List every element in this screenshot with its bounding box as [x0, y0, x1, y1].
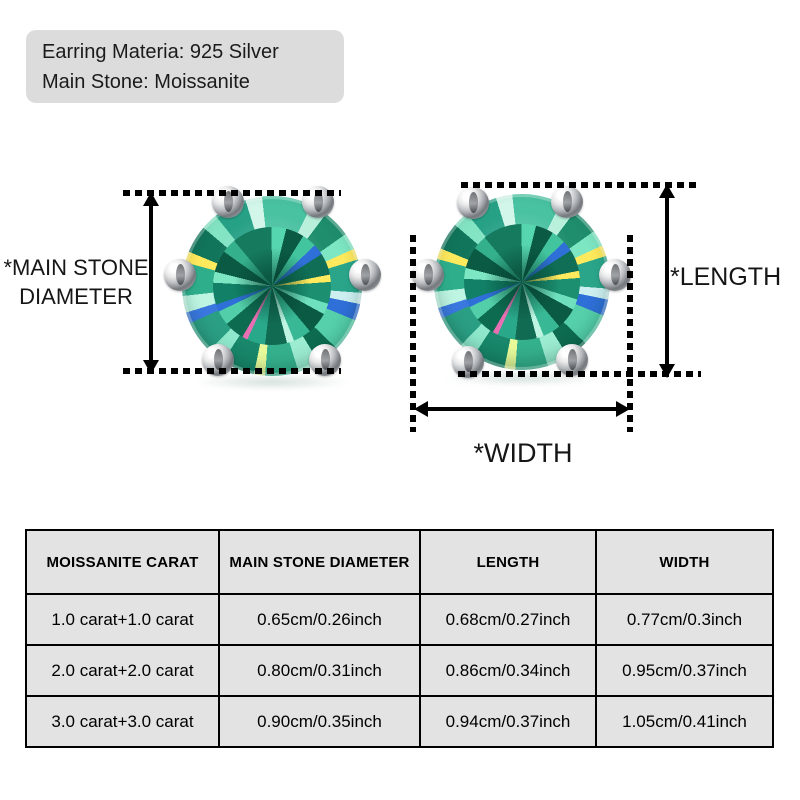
material-info-box: Earring Materia: 925 Silver Main Stone: … — [26, 30, 344, 103]
width-dashed-line-right — [627, 235, 633, 432]
prong-ball — [164, 259, 196, 291]
cell-length: 0.94cm/0.37inch — [419, 695, 597, 748]
width-dashed-line-left — [410, 235, 416, 432]
col-header-main-stone-diameter: MAIN STONE DIAMETER — [218, 529, 421, 595]
cell-carat: 2.0 carat+2.0 carat — [25, 644, 220, 697]
length-label: *LENGTH — [670, 263, 782, 291]
prong-ball — [457, 187, 489, 219]
arrow-left-icon — [414, 401, 428, 417]
col-header-length: LENGTH — [419, 529, 597, 595]
material-info-line2: Main Stone: Moissanite — [42, 70, 250, 93]
cell-length: 0.86cm/0.34inch — [419, 644, 597, 697]
diameter-dashed-line-bottom — [123, 368, 341, 374]
diameter-arrow — [143, 192, 159, 374]
col-header-moissanite-carat: MOISSANITE CARAT — [25, 529, 220, 595]
cell-diameter: 0.65cm/0.26inch — [218, 593, 421, 646]
cell-width: 0.95cm/0.37inch — [595, 644, 774, 697]
cell-carat: 3.0 carat+3.0 carat — [25, 695, 220, 748]
table-row: 3.0 carat+3.0 carat 0.90cm/0.35inch 0.94… — [25, 695, 774, 748]
width-label: *WIDTH — [473, 438, 573, 468]
table-header-row: MOISSANITE CARAT MAIN STONE DIAMETER LEN… — [25, 529, 774, 595]
arrow-right-icon — [616, 401, 630, 417]
arrow-down-icon — [659, 364, 675, 378]
cell-carat: 1.0 carat+1.0 carat — [25, 593, 220, 646]
cell-width: 0.77cm/0.3inch — [595, 593, 774, 646]
length-dashed-line-bottom — [458, 371, 701, 377]
prong-ball — [599, 259, 631, 291]
material-info-line1: Earring Materia: 925 Silver — [42, 40, 279, 63]
earring-photo-left — [162, 176, 382, 396]
moissanite-stone — [434, 194, 610, 370]
prong-ball — [349, 259, 381, 291]
cell-length: 0.68cm/0.27inch — [419, 593, 597, 646]
cell-width: 1.05cm/0.41inch — [595, 695, 774, 748]
table-row: 1.0 carat+1.0 carat 0.65cm/0.26inch 0.68… — [25, 593, 774, 646]
earring-photo-right — [412, 172, 632, 392]
length-arrow — [659, 184, 675, 378]
arrow-up-icon — [659, 184, 675, 198]
main-stone-diameter-label: *MAIN STONE DIAMETER — [3, 255, 149, 309]
diameter-dashed-line-top — [123, 190, 341, 196]
cell-diameter: 0.90cm/0.35inch — [218, 695, 421, 748]
length-dashed-line-top — [461, 182, 701, 188]
arrow-down-icon — [143, 360, 159, 374]
col-header-width: WIDTH — [595, 529, 774, 595]
table-row: 2.0 carat+2.0 carat 0.80cm/0.31inch 0.86… — [25, 644, 774, 697]
size-table: MOISSANITE CARAT MAIN STONE DIAMETER LEN… — [25, 529, 774, 748]
arrow-up-icon — [143, 192, 159, 206]
prong-ball — [412, 259, 444, 291]
width-arrow — [414, 401, 630, 417]
cell-diameter: 0.80cm/0.31inch — [218, 644, 421, 697]
reflection-shadow — [192, 374, 352, 390]
prong-ball — [551, 186, 583, 218]
prong-ball — [556, 344, 588, 376]
